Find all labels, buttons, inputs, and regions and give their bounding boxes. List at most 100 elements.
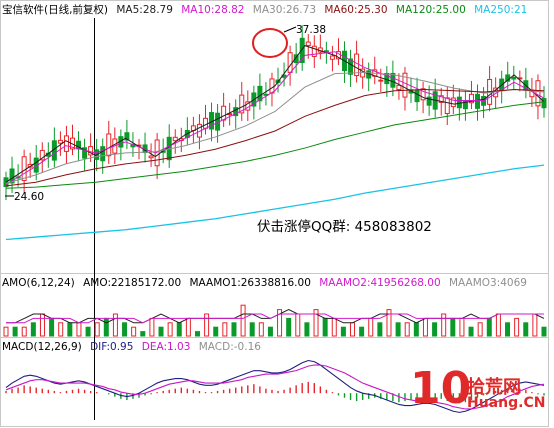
amo-bar-up	[258, 322, 264, 337]
low-price-label: 24.60	[14, 191, 44, 203]
stock-title: 宝信软件(日线,前复权)	[2, 4, 109, 16]
candle-body	[221, 105, 227, 121]
ma-line-ma60	[5, 89, 545, 187]
candle-body	[9, 168, 15, 184]
candle-body	[329, 55, 335, 60]
candle-body	[511, 76, 517, 80]
macd-line-dea	[5, 364, 545, 410]
candle-body	[100, 146, 106, 162]
candle-body	[305, 41, 311, 47]
ma-line-ma30	[5, 71, 545, 184]
amo-bar-down	[67, 322, 73, 337]
amo-bar-up	[331, 317, 337, 337]
amo-bar-up	[149, 317, 155, 337]
high-point-circle	[252, 28, 288, 58]
price-layer	[3, 25, 547, 241]
candle-body	[323, 50, 329, 53]
amo-bar-down	[231, 322, 237, 337]
ma-line-ma250	[5, 164, 545, 241]
amo-panel-header: AMO(6,12,24) AMO:22185172.00 MAAMO1:2633…	[2, 277, 532, 290]
amo-bar-down	[103, 317, 109, 337]
ma-line-ma5	[5, 45, 545, 183]
amo-bar-down	[213, 326, 219, 337]
ma5-label: MA5:28.79	[116, 4, 173, 16]
amo-bar-up	[514, 317, 520, 337]
candle-body	[148, 155, 154, 159]
logo-en-text: Huang.CN	[467, 395, 546, 411]
logo-cn-text: 拾荒网	[467, 377, 521, 398]
amo-bar-up	[3, 326, 9, 337]
amo-title: AMO(6,12,24)	[2, 277, 75, 289]
amo-bar-up	[404, 322, 410, 337]
amo-bar-down	[450, 317, 456, 337]
ma10-label: MA10:28.82	[181, 4, 245, 16]
amo-bar-up	[167, 322, 173, 337]
candle-body	[444, 97, 450, 115]
amo-bar-up	[112, 313, 118, 337]
high-price-label: 37.38	[296, 24, 326, 36]
amo-bar-down	[122, 322, 128, 337]
candle-body	[39, 149, 45, 161]
candle-body	[396, 84, 402, 91]
amo-bar-down	[432, 322, 438, 337]
amo-bar-down	[340, 326, 346, 337]
amo-bar-down	[468, 326, 474, 337]
price-panel-header: 宝信软件(日线,前复权) MA5:28.79 MA10:28.82 MA30:2…	[2, 4, 532, 17]
candle-body	[27, 163, 33, 168]
ma60-label: MA60:25.30	[324, 4, 388, 16]
maamo2-value: MAAMO2:41956268.00	[319, 277, 441, 289]
candle-body	[57, 139, 63, 144]
amo-bar-down	[486, 317, 492, 337]
amo-bar-up	[21, 326, 27, 337]
candle-body	[420, 88, 426, 101]
candle-body	[348, 58, 354, 75]
amo-bar-up	[368, 317, 374, 337]
amo-bar-down	[194, 331, 200, 337]
amo-bar-up	[495, 313, 501, 337]
ma120-label: MA120:25.00	[395, 4, 466, 16]
amo-bar-up	[204, 313, 210, 337]
candle-body	[475, 93, 481, 109]
amo-bar-up	[76, 322, 82, 337]
candle-body	[124, 132, 130, 141]
amo-bar-down	[377, 322, 383, 337]
candle-body	[378, 79, 384, 82]
amo-bar-down	[176, 322, 182, 337]
amo-bar-down	[304, 322, 310, 337]
amo-bar-up	[350, 322, 356, 337]
amo-bar-down	[249, 322, 255, 337]
amo-bar-up	[422, 317, 428, 337]
candle-body	[233, 107, 239, 117]
candle-body	[456, 96, 462, 109]
candle-body	[402, 72, 408, 98]
candle-body	[106, 133, 112, 157]
candle-body	[311, 45, 317, 57]
candle-body	[257, 85, 263, 102]
amo-bar-down	[158, 326, 164, 337]
amo-layer	[3, 304, 547, 337]
dif-value: DIF:0.95	[90, 341, 134, 353]
amo-bar-down	[85, 326, 91, 337]
amo-bar-up	[185, 317, 191, 337]
amo-bar-up	[441, 313, 447, 337]
candle-body	[239, 94, 245, 114]
macd-layer	[5, 359, 545, 413]
amo-bar-down	[30, 322, 36, 337]
macd-title: MACD(12,26,9)	[2, 341, 82, 353]
amo-bar-up	[94, 322, 100, 337]
high-point-pointer	[283, 26, 297, 33]
amo-bar-up	[240, 304, 246, 337]
site-logo: 10 拾荒网 Huang.CN	[410, 364, 554, 424]
candle-body	[462, 101, 468, 110]
amo-bar-down	[322, 317, 328, 337]
candle-body	[172, 136, 178, 142]
amo-bar-down	[267, 326, 273, 337]
candle-body	[438, 95, 444, 103]
candle-body	[293, 54, 299, 64]
amo-bar-up	[386, 309, 392, 337]
amo-bar-up	[222, 322, 228, 337]
amo-bar-down	[12, 326, 18, 337]
